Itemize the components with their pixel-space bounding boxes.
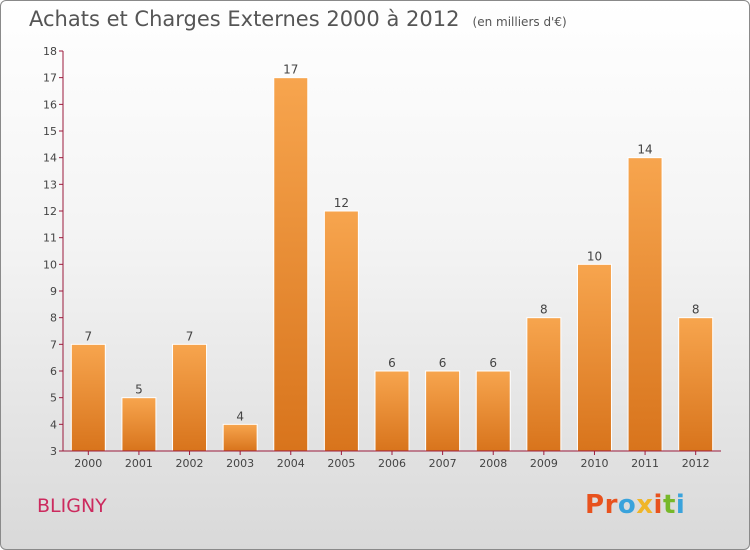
x-tick-label: 2008 bbox=[479, 457, 507, 470]
bar-value-label: 10 bbox=[587, 249, 602, 263]
x-tick-label: 2006 bbox=[378, 457, 406, 470]
bar-value-label: 7 bbox=[84, 329, 92, 343]
chart-title-main: Achats et Charges Externes 2000 à 2012 bbox=[29, 7, 460, 31]
y-axis: 3 4 5 6 7 8 9 10 11 12 13 14 15 16 17 18 bbox=[43, 45, 64, 458]
chart-title: Achats et Charges Externes 2000 à 2012 (… bbox=[29, 7, 567, 31]
x-tick-label: 2012 bbox=[682, 457, 710, 470]
bar-2002 bbox=[172, 343, 208, 452]
bar-2005 bbox=[323, 210, 359, 452]
chart-title-unit: (en milliers d'€) bbox=[472, 15, 567, 29]
logo-letter: x bbox=[636, 490, 654, 520]
bar-2010 bbox=[576, 263, 612, 452]
y-tick-label: 6 bbox=[50, 365, 57, 378]
bar-2003 bbox=[222, 423, 258, 452]
bar-2011 bbox=[627, 157, 663, 452]
y-tick-label: 3 bbox=[50, 445, 57, 458]
bar-2012 bbox=[678, 317, 714, 452]
y-tick-label: 15 bbox=[43, 125, 57, 138]
y-tick-label: 11 bbox=[43, 232, 57, 245]
proxiti-logo[interactable]: Proxiti bbox=[585, 490, 685, 520]
bar-2006 bbox=[374, 370, 410, 452]
x-tick-label: 2007 bbox=[429, 457, 457, 470]
bar-2009 bbox=[526, 317, 562, 452]
y-tick-label: 17 bbox=[43, 72, 57, 85]
bar-2007 bbox=[425, 370, 461, 452]
logo-letter: P bbox=[585, 490, 605, 520]
bar-value-label: 12 bbox=[334, 196, 349, 210]
x-axis: 2000 2001 2002 2003 2004 2005 2006 2007 2008 2009… bbox=[63, 450, 721, 470]
y-tick-label: 13 bbox=[43, 178, 57, 191]
bar-2000 bbox=[70, 343, 106, 452]
y-tick-label: 9 bbox=[50, 285, 57, 298]
y-tick-label: 7 bbox=[50, 338, 57, 351]
y-tick-label: 10 bbox=[43, 258, 57, 271]
x-tick-label: 2011 bbox=[631, 457, 659, 470]
x-tick-label: 2001 bbox=[125, 457, 153, 470]
bar-value-label: 6 bbox=[388, 356, 396, 370]
bar-value-label: 14 bbox=[637, 143, 652, 157]
bar-2004 bbox=[273, 77, 309, 452]
y-tick-label: 5 bbox=[50, 392, 57, 405]
commune-name: BLIGNY bbox=[37, 495, 107, 517]
bar-value-label: 7 bbox=[186, 329, 194, 343]
logo-letter: r bbox=[604, 490, 618, 520]
y-tick-label: 8 bbox=[50, 312, 57, 325]
y-tick-label: 18 bbox=[43, 45, 57, 58]
x-tick-label: 2005 bbox=[327, 457, 355, 470]
bar-value-label: 6 bbox=[439, 356, 447, 370]
bar-2001 bbox=[121, 397, 157, 452]
logo-letter: i bbox=[653, 490, 663, 520]
x-tick-label: 2003 bbox=[226, 457, 254, 470]
logo-letter: t bbox=[662, 490, 676, 520]
logo-letter: i bbox=[675, 490, 686, 520]
bar-value-label: 8 bbox=[540, 303, 548, 317]
bar-value-label: 5 bbox=[135, 383, 143, 397]
x-tick-label: 2002 bbox=[176, 457, 204, 470]
y-tick-label: 16 bbox=[43, 98, 57, 111]
y-tick-label: 12 bbox=[43, 205, 57, 218]
y-tick-label: 14 bbox=[43, 152, 57, 165]
x-tick-label: 2000 bbox=[74, 457, 102, 470]
logo-letter: o bbox=[617, 490, 637, 520]
bar-2008 bbox=[475, 370, 511, 452]
bar-value-label: 4 bbox=[236, 409, 244, 423]
x-tick-label: 2009 bbox=[530, 457, 558, 470]
bar-value-label: 6 bbox=[489, 356, 497, 370]
x-tick-label: 2010 bbox=[580, 457, 608, 470]
bar-value-label: 17 bbox=[283, 63, 298, 77]
y-tick-label: 4 bbox=[50, 418, 57, 431]
bar-value-label: 8 bbox=[692, 303, 700, 317]
x-tick-label: 2004 bbox=[277, 457, 305, 470]
bars: 7 5 7 4 17 12 6 6 6 8 10 14 8 bbox=[70, 63, 714, 452]
